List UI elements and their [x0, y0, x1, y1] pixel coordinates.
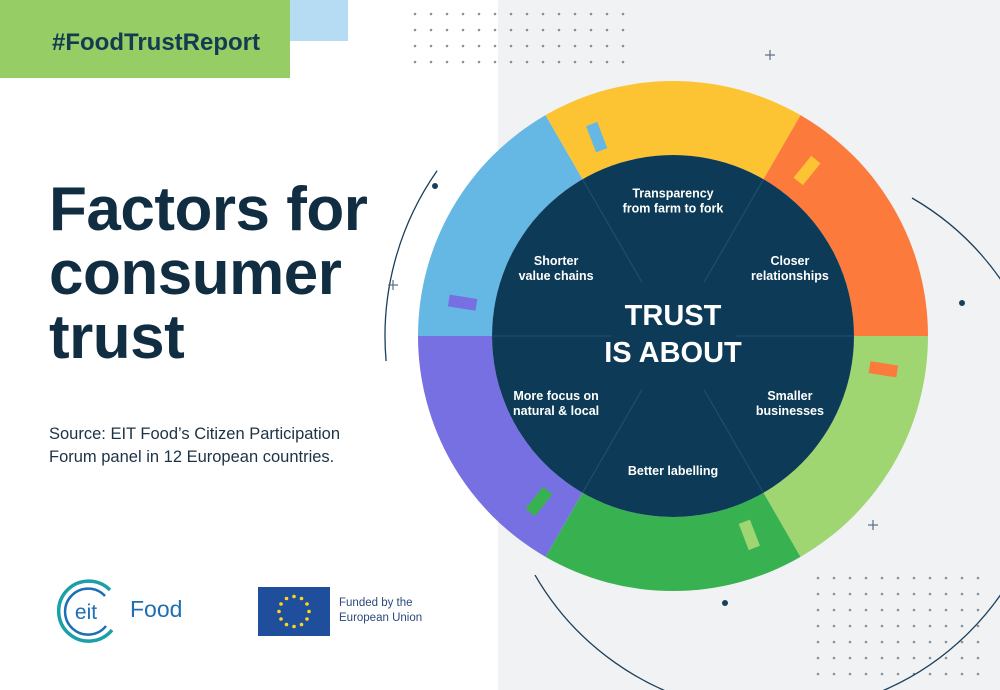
- eu-star: [277, 609, 281, 614]
- factor-label-line: Better labelling: [628, 464, 718, 478]
- ring-tab: [793, 155, 821, 186]
- ring-tab: [738, 519, 760, 551]
- hashtag-banner: #FoodTrustReport: [0, 0, 290, 78]
- hub-dividers: [492, 179, 854, 493]
- ring-tab: [868, 361, 899, 378]
- title-line: Factors for: [49, 175, 368, 244]
- factor-label-line: value chains: [519, 269, 594, 283]
- center-title-line-2: IS ABOUT: [604, 337, 742, 369]
- page-title: Factors for consumer trust: [49, 175, 368, 372]
- eit-food-label: Food: [130, 596, 183, 622]
- eu-star: [279, 617, 283, 621]
- eu-star: [284, 622, 289, 627]
- eu-star: [299, 622, 304, 627]
- decorative-blue-block: [290, 0, 348, 41]
- factor-label: Transparency from farm to fork: [623, 187, 724, 216]
- ring-tabs: [447, 121, 899, 551]
- ring-segment: [417, 115, 583, 336]
- hub-divider: [703, 389, 764, 493]
- factor-label-line: Transparency: [632, 187, 713, 201]
- title-line: consumer: [49, 239, 342, 308]
- eu-funding-line: European Union: [339, 612, 423, 624]
- eu-flag-icon: [258, 587, 330, 636]
- plus-icon: [868, 520, 878, 530]
- eu-star: [305, 602, 309, 606]
- center-hub: [492, 155, 854, 517]
- decorative-dot-grid: [413, 12, 980, 676]
- center-title-line-1: TRUST: [625, 300, 722, 332]
- ring-tab: [525, 486, 553, 517]
- left-panel: [0, 0, 498, 690]
- outer-ring-line-secondary: [384, 170, 438, 362]
- hub-divider: [582, 179, 643, 283]
- factor-label-line: relationships: [751, 269, 829, 283]
- ring-dot: [432, 183, 438, 189]
- eu-star: [292, 594, 296, 599]
- eu-star: [292, 624, 296, 629]
- factor-label-line: businesses: [756, 404, 824, 418]
- factor-label-line: Smaller: [767, 389, 812, 403]
- factor-labels: Transparency from farm to fork Closer relat…: [513, 187, 829, 479]
- eit-logo-icon: eit: [56, 579, 114, 643]
- factor-label-line: natural & local: [513, 404, 599, 418]
- source-line: Source: EIT Food’s Citizen Participation: [49, 425, 341, 443]
- factor-label-line: Closer: [770, 254, 809, 268]
- factor-label: Closer relationships: [751, 254, 829, 283]
- plus-icon: [765, 50, 775, 60]
- factor-label-line: Shorter: [534, 254, 579, 268]
- eit-logo-text: eit: [75, 601, 97, 624]
- factor-label: More focus on natural & local: [513, 389, 599, 418]
- ring-tab: [447, 294, 478, 311]
- ring-segment: [545, 492, 801, 592]
- ring-segment: [763, 336, 928, 557]
- title-line: trust: [49, 303, 185, 372]
- factor-label: Shorter value chains: [519, 254, 594, 283]
- hashtag-text: #FoodTrustReport: [52, 29, 260, 56]
- eu-star: [299, 596, 304, 601]
- plus-icon: [388, 280, 398, 290]
- outer-ring-line: [534, 197, 1000, 690]
- ring-dot: [722, 600, 728, 606]
- hub-divider: [703, 179, 764, 283]
- source-line: Forum panel in 12 European countries.: [49, 448, 335, 466]
- factor-label-line: from farm to fork: [623, 202, 724, 216]
- factor-label: Smaller businesses: [756, 389, 824, 418]
- eu-star: [305, 617, 309, 621]
- ring-segment: [545, 80, 801, 180]
- factor-label: Better labelling: [628, 464, 718, 478]
- factor-label-line: More focus on: [513, 389, 598, 403]
- eu-funding-line: Funded by the: [339, 597, 413, 609]
- eu-star: [284, 596, 289, 601]
- eu-funding-note: Funded by the European Union: [339, 596, 422, 626]
- ring-tab: [586, 121, 608, 153]
- eu-star: [279, 602, 283, 606]
- ring-segments: [417, 80, 928, 592]
- hub-divider: [582, 389, 643, 493]
- eu-star: [307, 609, 311, 614]
- ring-dot: [959, 300, 965, 306]
- source-note: Source: EIT Food’s Citizen Participation…: [49, 423, 340, 469]
